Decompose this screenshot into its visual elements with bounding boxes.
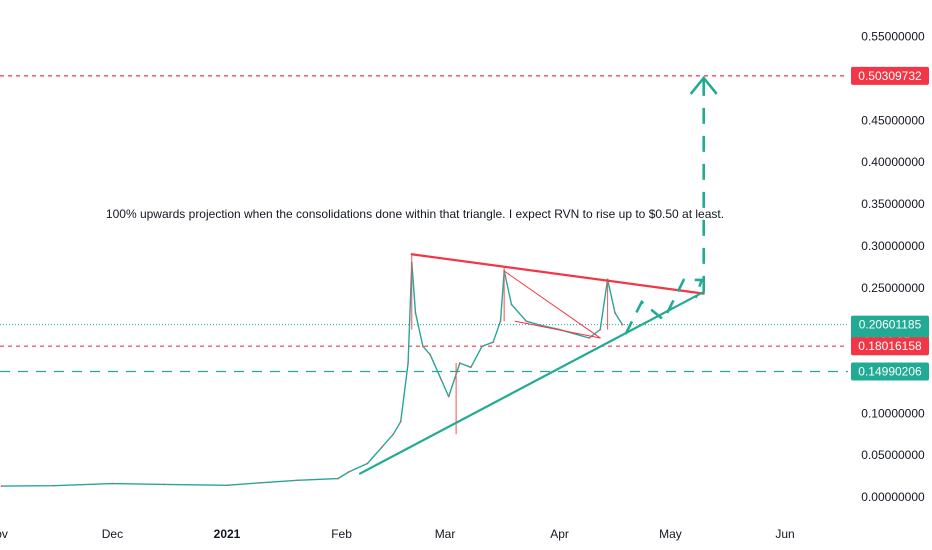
trendline-lower-support bbox=[358, 290, 705, 475]
x-tick-label-0: ov bbox=[0, 527, 8, 541]
price-series-line bbox=[1, 261, 623, 487]
price-badge-label-3: 0.14990206 bbox=[858, 365, 922, 379]
price-point-32 bbox=[599, 328, 602, 331]
price-badge-label-1: 0.20601185 bbox=[859, 318, 922, 332]
price-point-4 bbox=[226, 484, 228, 487]
price-point-21 bbox=[469, 366, 472, 369]
trendline-inner-triangle-bottom bbox=[514, 320, 601, 339]
price-point-7 bbox=[336, 477, 339, 480]
price-point-20 bbox=[458, 362, 461, 364]
chart-annotation: 100% upwards projection when the consoli… bbox=[106, 207, 724, 221]
trendline-upper-resistance bbox=[410, 253, 705, 295]
x-tick-label-3: Feb bbox=[331, 527, 352, 541]
price-badge-label-0: 0.50309732 bbox=[858, 69, 922, 83]
y-tick-label-2: 0.40000000 bbox=[861, 155, 925, 169]
price-point-26 bbox=[510, 303, 513, 306]
y-tick-label-0: 0.55000000 bbox=[861, 30, 925, 44]
projection-wave-path bbox=[624, 278, 704, 335]
price-badge-3 bbox=[851, 362, 929, 381]
y-tick-label-6: 0.10000000 bbox=[861, 406, 925, 420]
x-tick-label-6: May bbox=[659, 527, 682, 541]
price-point-23 bbox=[492, 341, 494, 344]
y-tick-label-1: 0.45000000 bbox=[861, 113, 925, 127]
y-tick-label-8: 0.00000000 bbox=[861, 490, 925, 504]
price-badge-2 bbox=[851, 337, 929, 356]
price-point-10 bbox=[381, 445, 384, 448]
price-point-9 bbox=[366, 462, 369, 465]
x-tick-label-7: Jun bbox=[775, 527, 794, 541]
trendline-inner-triangle-top bbox=[503, 270, 601, 339]
price-point-22 bbox=[481, 345, 483, 348]
price-point-31 bbox=[588, 337, 591, 339]
price-point-2 bbox=[111, 482, 114, 485]
price-point-12 bbox=[399, 420, 402, 423]
y-tick-label-4: 0.30000000 bbox=[861, 239, 925, 253]
price-point-35 bbox=[621, 323, 624, 326]
price-point-15 bbox=[414, 311, 417, 314]
price-badge-label-2: 0.18016158 bbox=[858, 339, 922, 353]
y-tick-label-3: 0.35000000 bbox=[861, 197, 925, 211]
x-tick-label-4: Mar bbox=[435, 527, 456, 541]
price-badge-0 bbox=[851, 66, 929, 85]
price-point-3 bbox=[163, 483, 166, 486]
price-point-16 bbox=[421, 345, 424, 348]
x-tick-label-1: Dec bbox=[102, 527, 123, 541]
projection-arrow-head bbox=[689, 75, 718, 95]
price-point-8 bbox=[348, 470, 350, 473]
price-point-1 bbox=[52, 484, 55, 487]
price-point-17 bbox=[429, 353, 432, 356]
y-tick-label-5: 0.25000000 bbox=[861, 281, 925, 295]
y-tick-label-7: 0.05000000 bbox=[861, 448, 925, 462]
price-point-11 bbox=[392, 433, 395, 436]
price-point-13 bbox=[407, 362, 409, 364]
price-point-18 bbox=[440, 378, 443, 381]
price-point-6 bbox=[296, 479, 299, 482]
price-point-27 bbox=[525, 320, 528, 323]
x-tick-label-2: 2021 bbox=[214, 527, 241, 541]
price-point-34 bbox=[614, 311, 616, 314]
price-point-24 bbox=[499, 320, 502, 323]
x-tick-label-5: Apr bbox=[550, 527, 569, 541]
price-point-0 bbox=[0, 485, 3, 488]
price-point-19 bbox=[447, 395, 450, 398]
price-point-5 bbox=[259, 481, 262, 484]
